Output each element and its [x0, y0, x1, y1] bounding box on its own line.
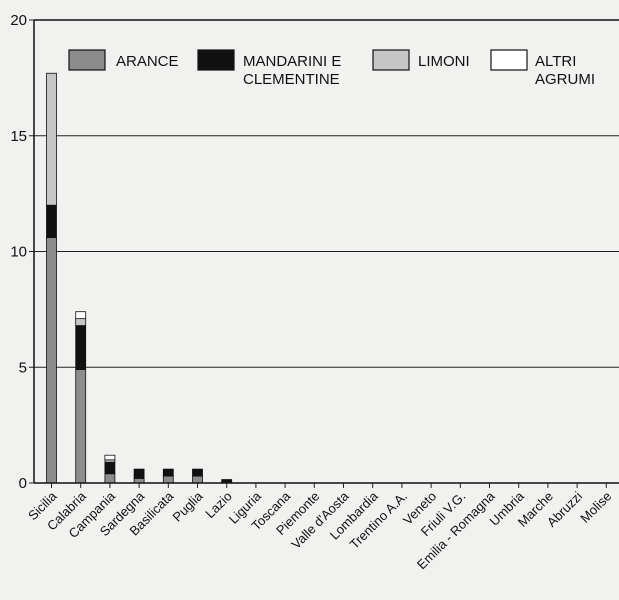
legend-label: AGRUMI: [535, 71, 595, 88]
bar-segment-6-1: [221, 479, 233, 483]
legend-swatch: [197, 49, 235, 71]
bar-segment-0-2: [46, 72, 57, 206]
legend-swatch: [372, 49, 410, 71]
axes: [29, 19, 619, 488]
bar-segment-2-3: [104, 454, 116, 461]
bar-segment-1-1: [75, 325, 87, 370]
x-tick-label: Molise: [577, 489, 614, 526]
bar-segment-5-0: [192, 475, 203, 484]
bar-segment-1-0: [75, 369, 87, 484]
x-tick-label: Puglia: [169, 488, 206, 525]
x-tick-labels: SiciliaCalabriaCampaniaSardegnaBasilicat…: [25, 488, 614, 572]
y-tick-label: 0: [19, 475, 27, 492]
legend-label: MANDARINI E: [243, 53, 341, 70]
y-tick-labels: 0 5 10 15 20: [10, 12, 27, 492]
bars: [46, 72, 233, 484]
legend-label: CLEMENTINE: [243, 71, 340, 88]
y-tick-label: 15: [10, 128, 27, 145]
bar-segment-1-3: [75, 311, 87, 320]
bar-segment-4-0: [162, 475, 174, 484]
legend-label: LIMONI: [418, 53, 470, 70]
y-tick-label: 20: [10, 12, 27, 29]
legend-swatch: [490, 49, 528, 71]
bar-segment-0-0: [46, 237, 57, 484]
legend-label: ARANCE: [116, 53, 179, 70]
bar-segment-1-2: [75, 318, 87, 326]
legend-label: ALTRI: [535, 53, 576, 70]
bar-segment-0-1: [46, 204, 57, 239]
y-tick-label: 5: [19, 359, 27, 376]
bar-segment-3-1: [133, 468, 145, 479]
bar-segment-2-1: [104, 461, 116, 475]
bar-segment-2-0: [104, 473, 116, 484]
bar-segment-5-1: [192, 468, 203, 477]
bar-segment-4-1: [162, 468, 174, 477]
y-tick-label: 10: [10, 244, 27, 261]
gridlines: [34, 135, 619, 368]
legend-swatch: [68, 49, 106, 71]
